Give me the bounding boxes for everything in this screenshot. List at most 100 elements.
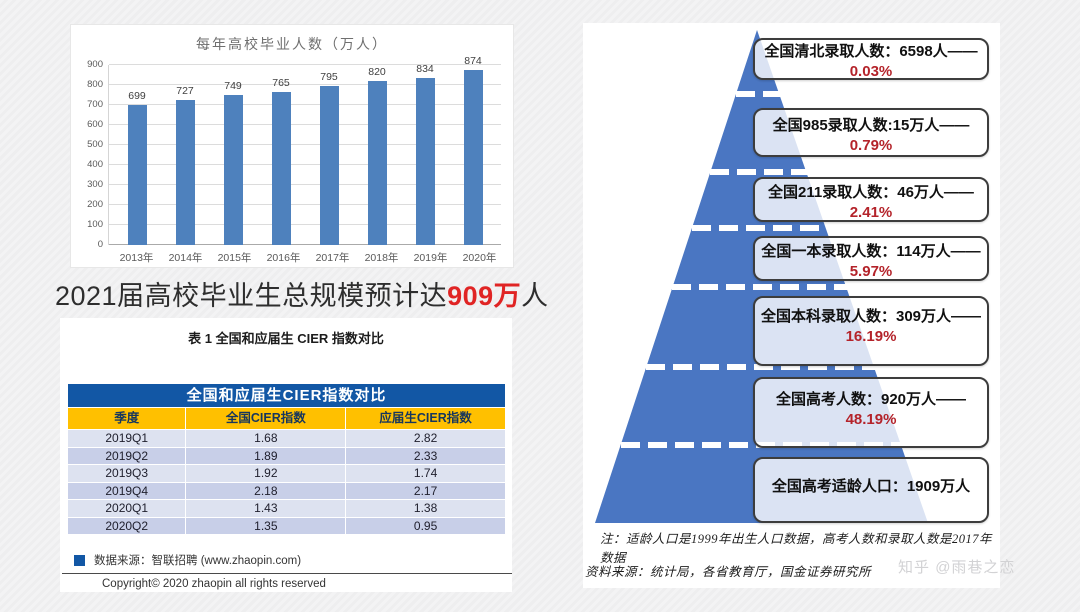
y-axis-tick: 600 — [87, 119, 103, 130]
pyramid-tier-population: 全国高考适龄人口：1909万人 — [753, 457, 989, 523]
table-row: 2020Q1 1.43 1.38 — [68, 500, 505, 517]
table-cell: 1.89 — [186, 447, 346, 464]
x-axis-label: 2014年 — [168, 252, 203, 264]
x-axis-label: 2013年 — [119, 252, 154, 264]
headline: 2021届高校毕业生总规模预计达909万人 — [55, 274, 548, 313]
tier-label: 全国985录取人数:15万人—— — [772, 117, 970, 134]
pyramid-divider — [672, 284, 963, 290]
admission-pyramid-panel: 全国清北录取人数：6598人—— 0.03% 全国985录取人数:15万人—— … — [583, 23, 1000, 588]
table-cell: 0.95 — [346, 517, 505, 534]
gridline — [109, 124, 501, 125]
table-cell: 2020Q1 — [68, 500, 186, 517]
y-axis-tick: 100 — [87, 219, 103, 231]
x-axis-label: 2019年 — [413, 252, 448, 264]
cier-rows: 2019Q1 1.68 2.82 2019Q2 1.89 2.33 2019Q3 1.92 1.… — [68, 430, 505, 534]
zhihu-logo: 知乎 — [898, 559, 931, 576]
table-row: 2019Q2 1.89 2.33 — [68, 447, 505, 464]
bar-group: 874 — [449, 56, 497, 245]
table-cell: 1.35 — [186, 517, 346, 534]
tier-percent: 0.03% — [849, 63, 893, 80]
tier-label: 全国211录取人数：46万人—— — [768, 184, 974, 201]
data-source-text: 数据来源：智联招聘 (www.zhaopin.com) — [94, 555, 302, 567]
bar-value-label: 834 — [416, 63, 434, 76]
pyramid-tier-qingbei: 全国清北录取人数：6598人—— 0.03% — [753, 38, 989, 80]
chart-plot: 0 100 200 300 400 500 600 700 800 900 699 727 749 765… — [87, 56, 501, 250]
table-cell: 1.68 — [186, 430, 346, 447]
table-row: 2019Q3 1.92 1.74 — [68, 465, 505, 482]
bar — [223, 95, 243, 245]
tier-label: 全国高考适龄人口：1909万人 — [771, 478, 971, 495]
blue-square-icon — [74, 554, 85, 566]
cier-table-panel: 表 1 全国和应届生 CIER 指数对比 全国和应届生CIER指数对比 季度 全国… — [60, 318, 512, 592]
gridline — [109, 144, 501, 145]
table-footer: 数据来源：智联招聘 (www.zhaopin.com) Copyright© 2… — [62, 552, 512, 590]
bar — [463, 70, 483, 245]
y-axis-tick: 0 — [97, 239, 103, 250]
table-cell: 1.38 — [346, 500, 505, 517]
pyramid-tier-yiben: 全国一本录取人数：114万人—— 5.97% — [753, 236, 989, 281]
table-cell: 1.74 — [346, 465, 505, 482]
tier-percent: 2.41% — [849, 204, 893, 221]
watermark: 知乎 @雨巷之恋 — [898, 556, 1015, 577]
table-cell: 2.82 — [346, 430, 505, 447]
bar-group: 820 — [353, 65, 401, 245]
bar-group: 727 — [161, 65, 209, 245]
bar-group: 749 — [209, 65, 257, 245]
table-row: 2019Q1 1.68 2.82 — [68, 430, 505, 447]
gridline — [109, 204, 501, 206]
y-axis-tick: 200 — [87, 199, 103, 211]
pyramid-note: 注：适龄人口是1999年出生人口数据，高考人数和录取人数是2017年数据 — [600, 532, 993, 565]
table-cell: 2019Q1 — [68, 430, 186, 447]
headline-highlight: 909万 — [447, 281, 522, 311]
table-cell: 2019Q3 — [68, 465, 186, 482]
bar-value-label: 727 — [176, 84, 194, 97]
table-row: 2019Q4 2.18 2.17 — [68, 482, 505, 499]
tier-percent: 0.79% — [849, 137, 893, 154]
chart-title: 每年高校毕业人数（万人） — [196, 36, 388, 52]
tier-label: 全国本科录取人数：309万人—— — [760, 308, 982, 325]
column-header: 全国CIER指数 — [186, 408, 346, 429]
table-row: 2020Q2 1.35 0.95 — [68, 517, 505, 534]
bar-value-label: 749 — [224, 80, 242, 93]
x-axis-label: 2015年 — [217, 252, 252, 264]
gridline — [109, 104, 501, 105]
tier-percent: 5.97% — [849, 263, 893, 280]
bar-group: 795 — [305, 65, 353, 245]
x-axis-label: 2017年 — [315, 252, 350, 264]
x-axis-label: 2020年 — [462, 252, 497, 264]
pyramid-source: 资料来源：统计局，各省教育厅，国金证券研究所 — [585, 565, 872, 579]
pyramid-divider — [736, 91, 963, 97]
bar — [271, 92, 291, 245]
tier-percent: 48.19% — [845, 411, 897, 428]
bar-group: 699 — [113, 65, 161, 245]
data-source-line: 数据来源：智联招聘 (www.zhaopin.com) — [62, 552, 512, 574]
table-title-bar: 全国和应届生CIER指数对比 — [68, 384, 505, 407]
tier-label: 全国一本录取人数：114万人—— — [761, 243, 981, 260]
table-cell: 1.92 — [186, 465, 346, 482]
gridline — [109, 184, 501, 185]
chart-xlabels: 2013年 2014年 2015年 2016年 2017年 2018年 2019年 2020年 — [108, 250, 508, 265]
y-axis-tick: 800 — [87, 79, 103, 91]
y-axis-tick: 300 — [87, 179, 103, 190]
bar-group: 834 — [401, 63, 449, 245]
bar — [367, 81, 387, 245]
cier-header-row: 季度 全国CIER指数 应届生CIER指数 — [68, 408, 505, 429]
table-cell: 1.43 — [186, 500, 346, 517]
pyramid-tier-211: 全国211录取人数：46万人—— 2.41% — [753, 177, 989, 222]
cier-table: 全国和应届生CIER指数对比 季度 全国CIER指数 应届生CIER指数 2019Q… — [68, 384, 505, 534]
bar-group: 765 — [257, 65, 305, 245]
bar — [127, 105, 147, 245]
table-cell: 2019Q2 — [68, 447, 186, 464]
gridline — [109, 164, 501, 166]
bar — [175, 99, 195, 245]
headline-prefix: 2021届高校毕业生总规模预计达 — [55, 281, 448, 311]
bar-value-label: 699 — [128, 90, 146, 103]
table-cell: 2.17 — [346, 482, 505, 499]
y-axis-tick: 900 — [87, 59, 103, 70]
x-axis-label: 2016年 — [266, 252, 301, 264]
bar-value-label: 874 — [464, 55, 482, 68]
y-axis-tick: 700 — [87, 99, 103, 110]
table-cell: 2020Q2 — [68, 517, 186, 534]
y-axis-tick: 500 — [87, 139, 103, 150]
bar-value-label: 820 — [368, 66, 386, 78]
